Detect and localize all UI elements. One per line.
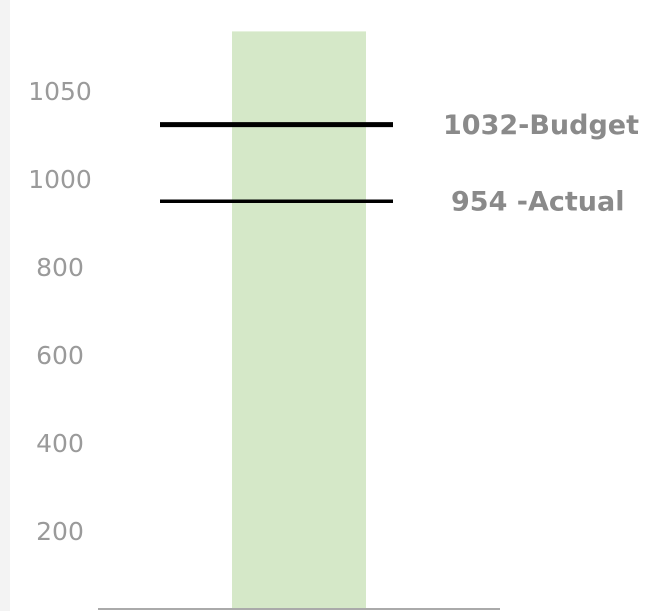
- value-label: 954 -Actual: [451, 187, 624, 218]
- left-edge: [0, 0, 10, 611]
- y-tick-label: 600: [36, 341, 84, 370]
- y-tick-label: 200: [36, 517, 84, 546]
- y-tick-label: 400: [36, 429, 84, 458]
- y-tick-label: 800: [36, 253, 84, 282]
- value-label: 1032-Budget: [443, 110, 639, 141]
- bar: [232, 31, 366, 608]
- y-tick-label: 1000: [28, 165, 92, 194]
- y-tick-label: 1050: [28, 77, 92, 106]
